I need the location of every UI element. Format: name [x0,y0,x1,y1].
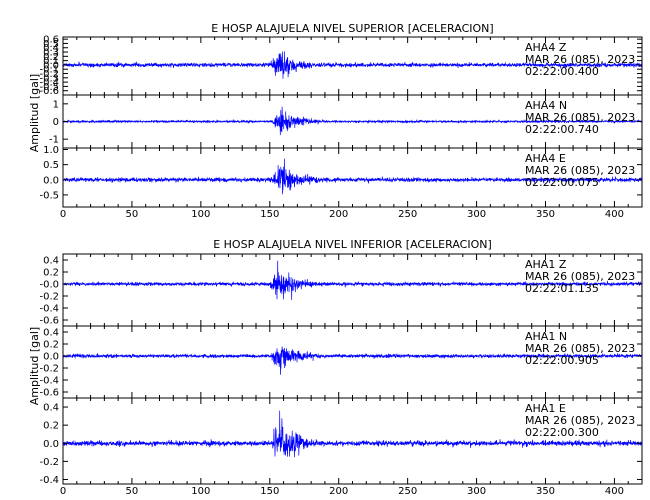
chart-title: E HOSP ALAJUELA NIVEL INFERIOR [ACELERAC… [213,238,492,251]
y-tick-label: 0.0 [43,175,59,186]
time-label: 02:22:00.400 [525,65,599,78]
y-axis-label: Amplitud [gal] [28,74,41,152]
y-tick-label: 0.6 [43,35,59,46]
x-tick-label: 250 [398,486,417,497]
y-tick-label: -0.4 [39,475,59,486]
x-tick-label: 250 [398,209,417,220]
panel-aha4-z: 0.60.50.40.30.20.10.0-0.1-0.2-0.3-0.4-0.… [39,35,643,97]
y-tick-label: 0.1 [43,56,59,67]
y-tick-label: 0.2 [43,268,59,279]
y-tick-label: -0.4 [39,78,59,89]
x-tick-label: 50 [126,209,139,220]
y-tick-label: 0.3 [43,48,59,59]
x-tick-label: 100 [191,486,210,497]
y-tick-label: -0.6 [39,86,59,97]
station-label: AHA4 Z [525,41,567,54]
y-tick-label: -0.6 [39,388,59,399]
y-tick-label: 1 [53,99,59,110]
y-tick-label: -1 [49,135,59,146]
y-tick-label: 0.4 [43,43,59,54]
y-tick-label: 0.2 [43,52,59,63]
y-axis-label: Amplitud [gal] [28,327,41,405]
y-tick-label: -0.0 [39,280,59,291]
x-tick-label: 150 [260,209,279,220]
y-tick-label: 0.4 [43,328,59,339]
station-label: AHA1 Z [525,258,567,271]
x-tick-label: 300 [467,486,486,497]
station-label: AHA4 N [525,99,567,112]
x-tick-label: 350 [536,209,555,220]
y-tick-label: 0.5 [43,160,59,171]
station-label: AHA4 E [525,152,566,165]
y-tick-label: 0.5 [43,39,59,50]
x-tick-label: 200 [329,486,348,497]
x-tick-label: 400 [605,486,624,497]
station-label: AHA1 E [525,402,566,415]
y-tick-label: 0 [53,117,59,128]
chart-title: E HOSP ALAJUELA NIVEL SUPERIOR [ACELERAC… [211,22,493,35]
x-tick-label: 200 [329,209,348,220]
station-label: AHA1 N [525,330,567,343]
y-tick-label: 1.0 [43,145,59,156]
y-tick-label: 0.4 [43,256,59,267]
y-tick-label: -0.3 [39,73,59,84]
time-label: 02:22:00.905 [525,354,599,367]
date-label: MAR 26 (085), 2023 [525,164,635,177]
y-tick-label: -0.5 [39,82,59,93]
date-label: MAR 26 (085), 2023 [525,414,635,427]
y-tick-label: 0.2 [43,421,59,432]
y-tick-label: 0.2 [43,340,59,351]
time-label: 02:22:00.075 [525,176,599,189]
y-tick-label: -0.4 [39,304,59,315]
time-label: 02:22:00.740 [525,123,599,136]
y-tick-label: -0.5 [39,190,59,201]
x-tick-label: 0 [60,209,66,220]
y-tick-label: 0.4 [43,403,59,414]
chart-2: E HOSP ALAJUELA NIVEL INFERIOR [ACELERAC… [28,238,643,497]
date-label: MAR 26 (085), 2023 [525,111,635,124]
x-tick-label: 350 [536,486,555,497]
x-tick-label: 0 [60,486,66,497]
y-tick-label: 0.0 [43,60,59,71]
y-tick-label: -0.2 [39,364,59,375]
plot-layer: E HOSP ALAJUELA NIVEL SUPERIOR [ACELERAC… [28,22,643,497]
x-tick-label: 50 [126,486,139,497]
y-tick-label: 0.0 [43,352,59,363]
x-tick-label: 300 [467,209,486,220]
date-label: MAR 26 (085), 2023 [525,342,635,355]
waveform-trace [62,106,643,136]
waveform-trace [62,346,643,375]
waveform-trace [62,260,643,300]
waveform-trace [62,410,643,458]
y-tick-label: -0.1 [39,65,59,76]
time-label: 02:22:00.300 [525,426,599,439]
y-tick-label: -0.6 [39,316,59,327]
time-label: 02:22:01.135 [525,282,599,295]
y-tick-label: 0.0 [43,439,59,450]
chart-1: E HOSP ALAJUELA NIVEL SUPERIOR [ACELERAC… [28,22,643,220]
date-label: MAR 26 (085), 2023 [525,270,635,283]
x-tick-label: 100 [191,209,210,220]
y-tick-label: -0.2 [39,69,59,80]
date-label: MAR 26 (085), 2023 [525,53,635,66]
y-tick-label: -0.4 [39,376,59,387]
waveform-trace [62,51,643,79]
x-tick-label: 400 [605,209,624,220]
y-tick-label: -0.2 [39,457,59,468]
waveform-trace [62,158,643,195]
y-tick-label: -0.2 [39,292,59,303]
x-tick-label: 150 [260,486,279,497]
